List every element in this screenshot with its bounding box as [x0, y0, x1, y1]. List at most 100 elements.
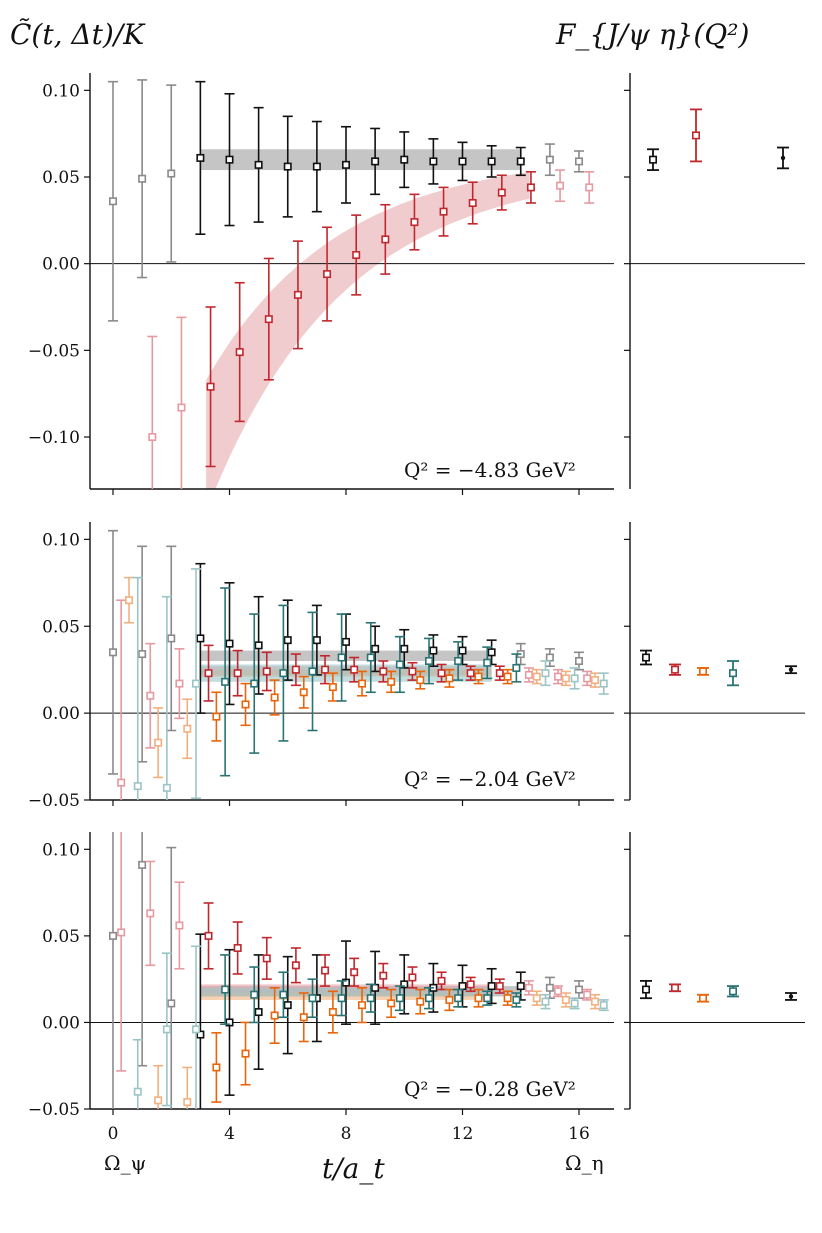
- marker-square: [154, 738, 163, 747]
- data-point-middle-red: [261, 651, 272, 692]
- data-point-bottom-orange: [560, 992, 571, 1008]
- marker-square: [341, 978, 350, 987]
- data-point-middle-red: [436, 663, 447, 683]
- data-point-top-red: [409, 193, 420, 251]
- data-point-bottom-teal: [161, 952, 172, 1107]
- marker-square: [177, 403, 186, 412]
- data-point-top-red: [438, 186, 449, 237]
- data-point-middle-orange: [298, 675, 309, 709]
- marker-square: [599, 1001, 608, 1010]
- data-point-top-red: [584, 171, 595, 204]
- marker-square: [167, 634, 176, 643]
- data-point-bottom-orange: [444, 988, 455, 1012]
- marker-square: [225, 1018, 234, 1027]
- data-point-bottom-red: [320, 954, 331, 987]
- marker-square: [487, 157, 496, 166]
- data-point-top-black: [166, 84, 177, 263]
- data-point-middle-orange: [473, 668, 484, 685]
- marker-square: [468, 199, 477, 208]
- marker-square: [437, 976, 446, 985]
- data-point-middle-orange: [153, 707, 164, 779]
- data-point-middle-teal: [336, 613, 347, 702]
- data-point-middle-black: [574, 651, 584, 671]
- marker-square: [225, 155, 234, 164]
- marker-square: [466, 669, 475, 678]
- data-point-top-black: [370, 127, 381, 196]
- axes: 0.10 0.05 0.00 −0.05 −0.10 0.10 0.05 0.00 −0.05 0…: [28, 73, 805, 1144]
- marker-square: [556, 181, 565, 190]
- marker-square: [400, 980, 409, 989]
- marker-square: [395, 994, 404, 1003]
- marker-square: [439, 207, 448, 216]
- data-point-middle-red: [232, 649, 243, 697]
- side-point-top-red: [690, 108, 702, 163]
- data-point-top-black: [341, 125, 351, 204]
- data-point-bottom-red: [261, 936, 272, 980]
- marker-square: [293, 290, 302, 299]
- side-point-top-black: [647, 148, 659, 171]
- marker-square: [341, 160, 350, 169]
- data-point-bottom-gray-black: [253, 954, 264, 1070]
- data-point-bottom-red: [290, 947, 301, 984]
- marker-square: [574, 985, 583, 994]
- marker-square: [429, 157, 438, 166]
- data-point-middle-red: [203, 644, 214, 702]
- marker-square: [541, 669, 550, 678]
- data-point-middle-orange: [357, 670, 368, 697]
- data-point-top-red: [234, 281, 245, 423]
- marker-square: [395, 660, 404, 669]
- marker-square: [138, 650, 147, 659]
- data-point-bottom-orange: [473, 988, 484, 1008]
- data-point-middle-teal: [161, 595, 172, 800]
- marker-square: [125, 596, 134, 605]
- marker-square: [235, 348, 244, 357]
- side-point-middle-teal: [727, 660, 739, 687]
- side-marker-square: [691, 131, 700, 140]
- marker-square: [487, 648, 496, 657]
- data-point-top-red: [555, 169, 566, 203]
- marker-square: [371, 157, 380, 166]
- marker-square: [254, 1008, 263, 1017]
- data-point-bottom-orange: [211, 1032, 222, 1103]
- marker-square: [366, 653, 375, 662]
- data-point-top-black: [428, 138, 439, 185]
- data-point-top-red: [263, 257, 274, 381]
- x-tick-label-0: 0: [108, 1124, 119, 1144]
- data-point-middle-teal: [598, 672, 609, 695]
- data-point-middle-red: [320, 654, 331, 685]
- data-point-top-red: [380, 203, 391, 275]
- data-point-bottom-gray-black: [486, 967, 497, 1005]
- data-point-top-black: [108, 80, 118, 322]
- data-point-middle-red: [116, 599, 127, 800]
- data-point-top-red: [147, 335, 158, 489]
- marker-square: [323, 270, 332, 279]
- points-top: [108, 79, 595, 489]
- marker-square: [408, 667, 417, 676]
- marker-square: [196, 1030, 205, 1039]
- marker-square: [381, 235, 390, 244]
- side-marker-square: [698, 994, 707, 1003]
- x-tick-label-4: 16: [568, 1124, 590, 1144]
- marker-square: [445, 995, 454, 1004]
- x-tick-label-2: 8: [341, 1124, 352, 1144]
- marker-square: [532, 672, 541, 681]
- marker-square: [321, 966, 330, 975]
- x-axis-label: t/a_t: [322, 1152, 385, 1185]
- marker-square: [379, 667, 388, 676]
- marker-square: [570, 999, 579, 1008]
- marker-square: [308, 994, 317, 1003]
- marker-square: [545, 983, 554, 992]
- marker-square: [204, 931, 213, 940]
- data-point-bottom-teal: [336, 980, 347, 1017]
- data-point-bottom-red: [494, 978, 505, 994]
- data-point-top-red: [525, 171, 536, 204]
- data-point-bottom-teal: [482, 990, 493, 1006]
- marker-square: [458, 646, 467, 655]
- data-point-bottom-gray-black: [195, 933, 206, 1109]
- side-marker-square: [698, 667, 707, 676]
- marker-square: [117, 928, 126, 937]
- data-point-bottom-teal: [511, 992, 522, 1008]
- marker-square: [541, 997, 550, 1006]
- y-tick-label-bottom-2: 0.00: [42, 1013, 80, 1033]
- data-point-bottom-orange: [531, 990, 542, 1006]
